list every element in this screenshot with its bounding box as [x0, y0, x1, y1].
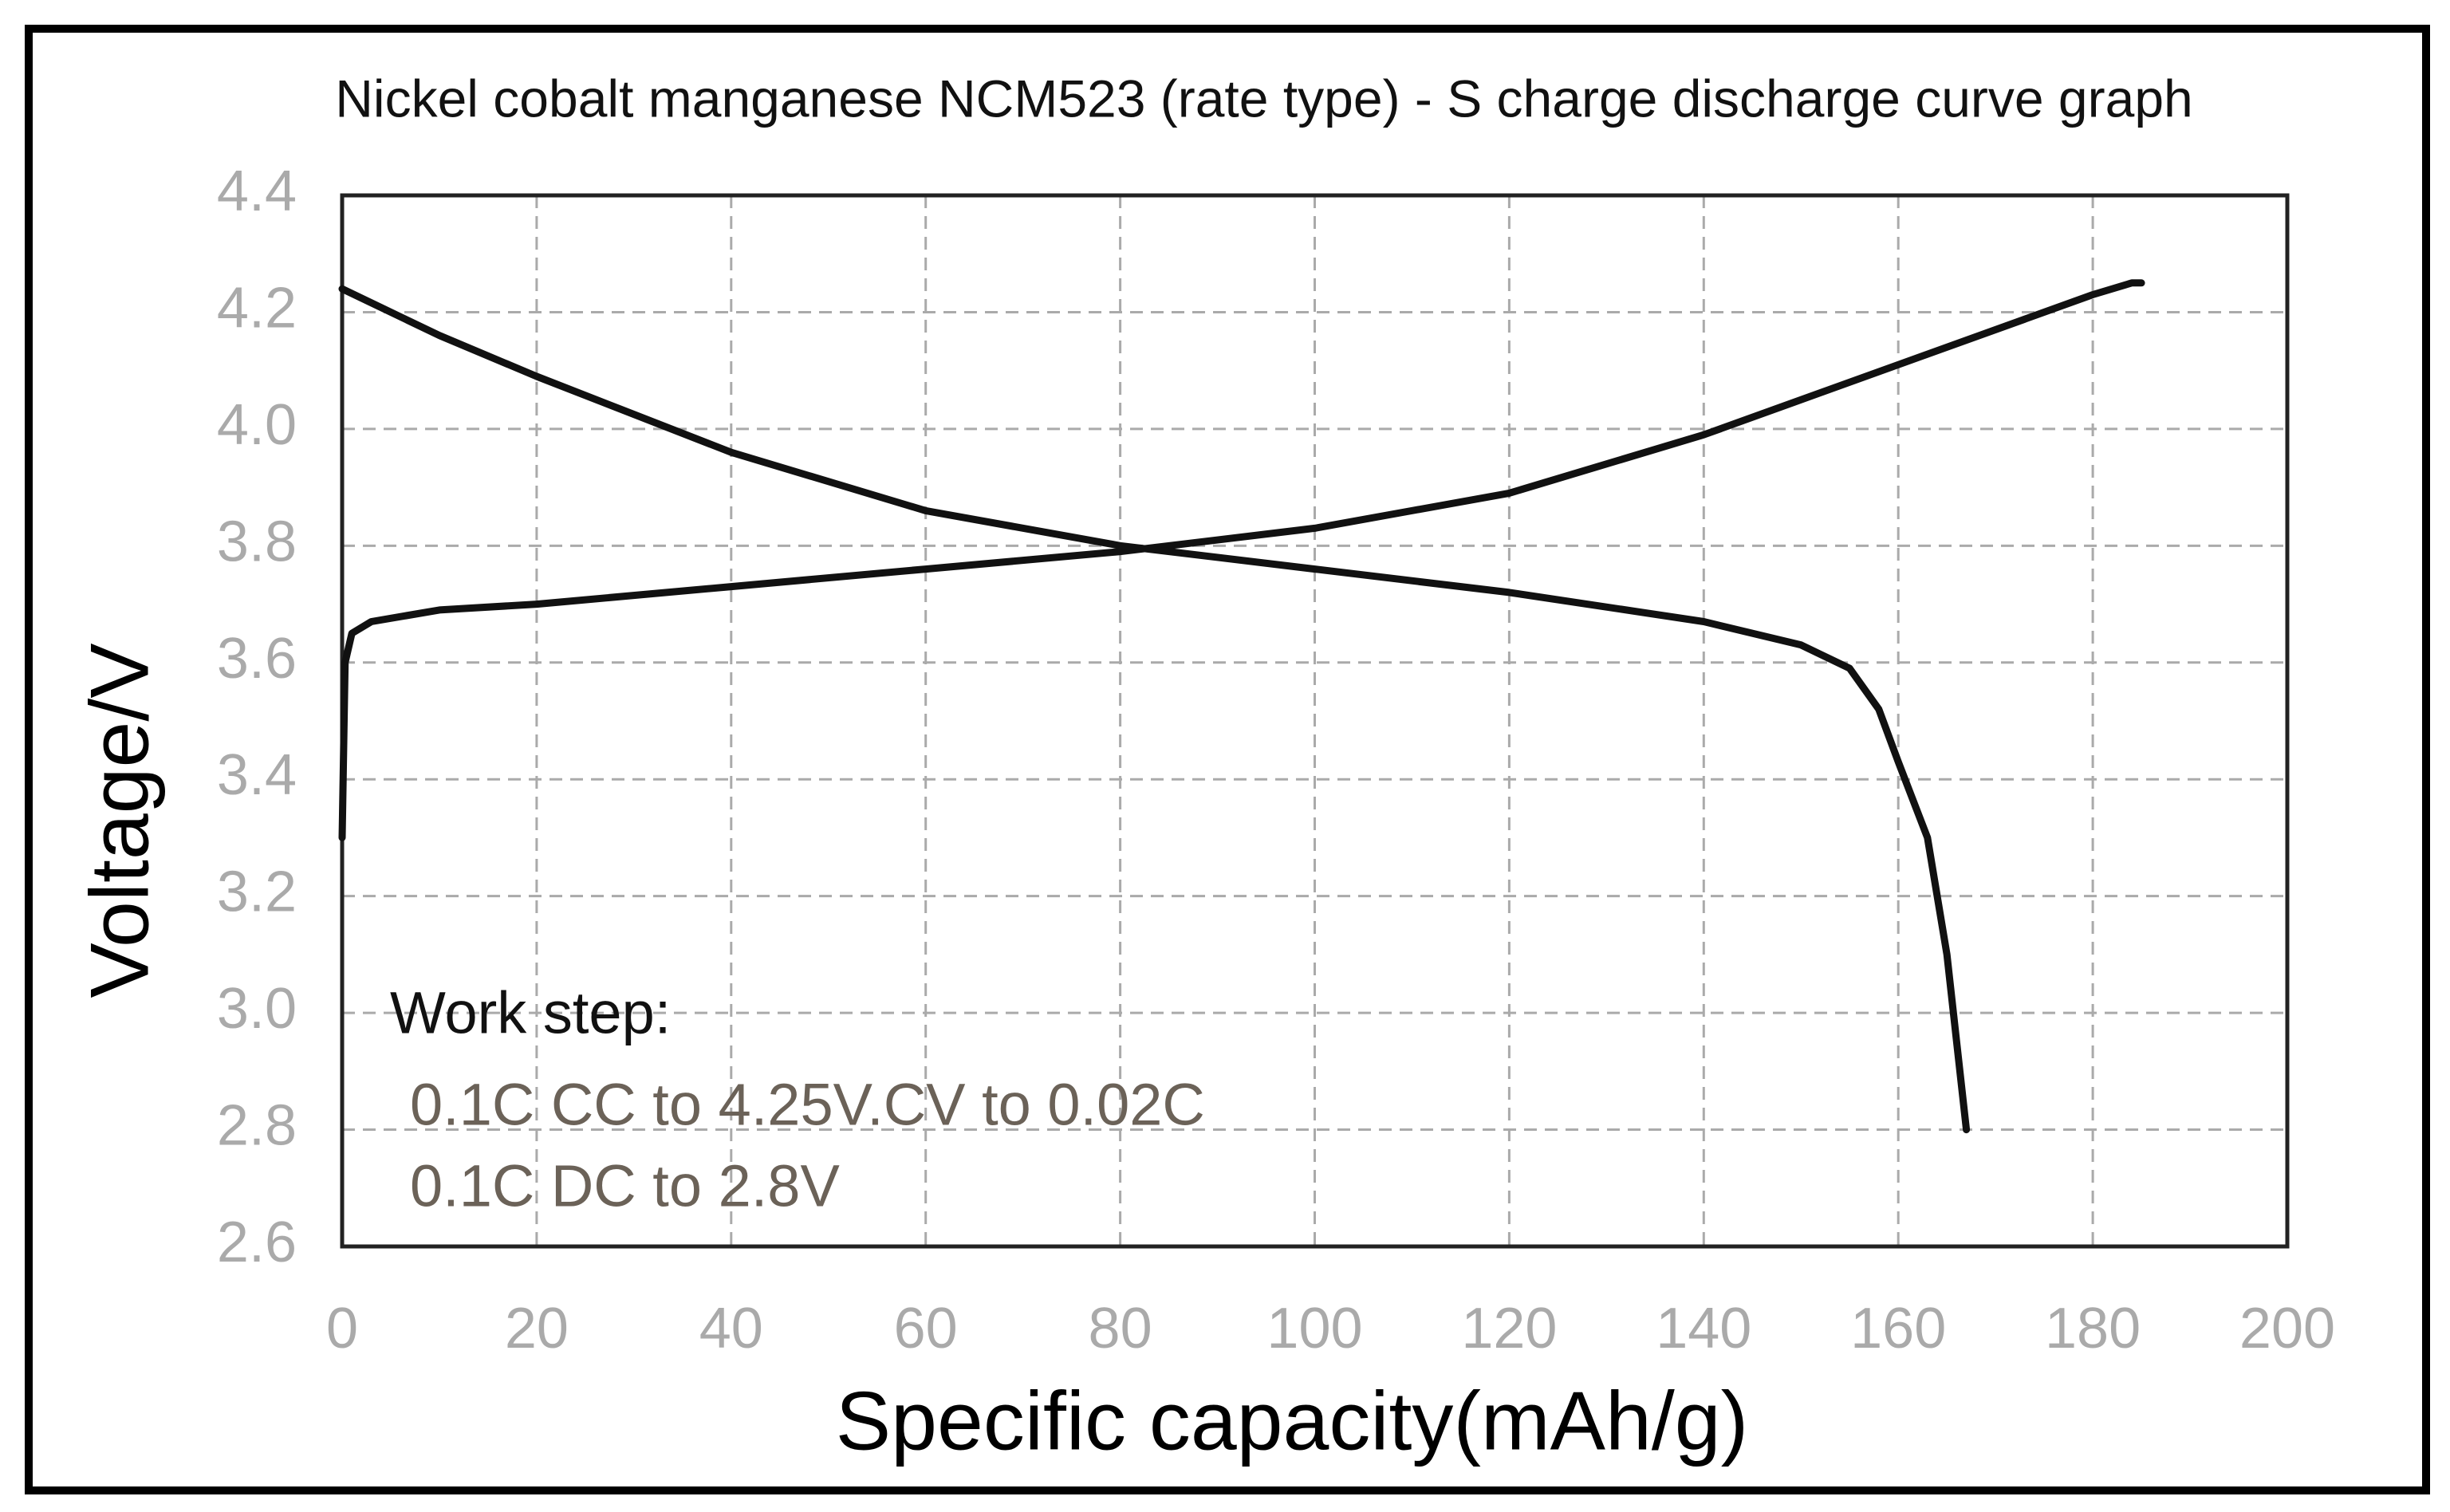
curve — [338, 279, 2145, 841]
x-tick-label: 120 — [1461, 1297, 1557, 1360]
x-tick-label: 200 — [2239, 1297, 2335, 1360]
y-tick-label: 2.6 — [217, 1211, 297, 1274]
annotation: Work step: — [390, 980, 671, 1046]
y-tick-label: 3.8 — [217, 510, 297, 573]
x-tick-label: 80 — [1089, 1297, 1152, 1360]
x-tick-label: 60 — [894, 1297, 958, 1360]
x-tick-label: 140 — [1656, 1297, 1751, 1360]
curve — [338, 285, 1971, 1134]
frame — [25, 25, 2430, 1494]
y-axis-label: Voltage/V — [73, 643, 166, 998]
x-tick-label: 160 — [1850, 1297, 1946, 1360]
x-tick-label: 0 — [326, 1297, 358, 1360]
y-tick-label: 4.2 — [217, 276, 297, 340]
x-tick-label: 180 — [2045, 1297, 2141, 1360]
y-tick-label: 3.2 — [217, 860, 297, 924]
y-tick-label: 2.8 — [217, 1094, 297, 1158]
annotation: 0.1C DC to 2.8V — [410, 1153, 840, 1219]
chart-title: Nickel cobalt manganese NCM523 (rate typ… — [335, 69, 2192, 128]
x-tick-label: 100 — [1266, 1297, 1362, 1360]
y-tick-label: 3.4 — [217, 743, 297, 807]
x-tick-label: 40 — [699, 1297, 763, 1360]
x-axis-label: Specific capacity(mAh/g) — [836, 1375, 1748, 1467]
y-tick-label: 4.0 — [217, 393, 297, 457]
y-tick-label: 4.4 — [217, 159, 297, 223]
x-tick-label: 20 — [505, 1297, 569, 1360]
annotation: 0.1C CC to 4.25V.CV to 0.02C — [410, 1072, 1205, 1138]
y-tick-label: 3.6 — [217, 627, 297, 691]
y-tick-label: 3.0 — [217, 977, 297, 1041]
